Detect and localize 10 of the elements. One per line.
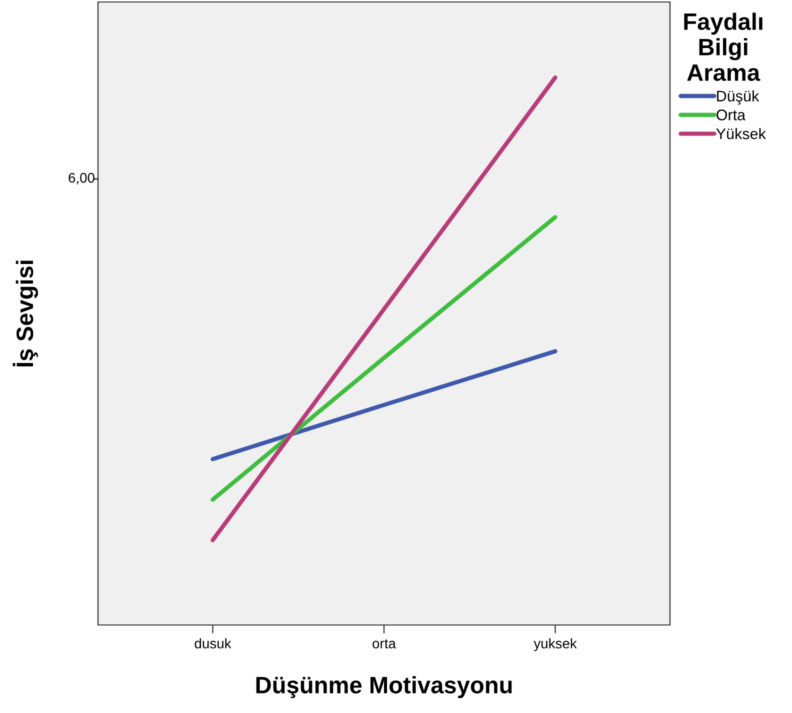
legend-title: Faydalı Bilgi Arama [684,12,762,82]
text: 6,00 [68,172,94,184]
legend-label: Düşük [717,90,760,105]
legend-label: Yüksek [716,128,766,140]
y-axis-title: İş Sevgisi [12,260,38,366]
x-tick-label: orta [372,639,396,648]
x-tick-label: dusuk [194,638,232,648]
x-tick-label: yuksek [534,638,577,652]
legend-label: Orta [716,110,746,120]
x-axis-title: Düşünme Motivasyonu [256,676,512,698]
